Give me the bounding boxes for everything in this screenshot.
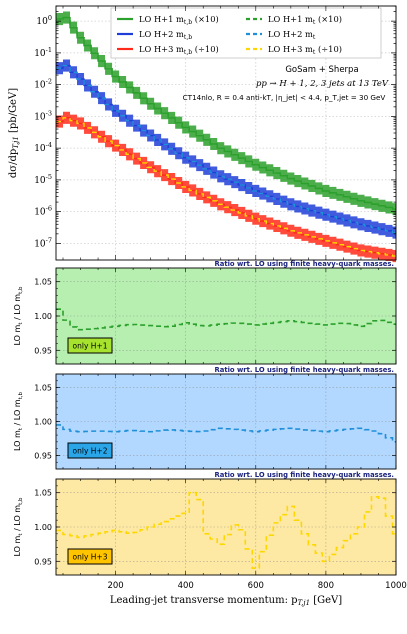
ratio-ytick-label: 1.05	[34, 278, 52, 287]
x-axis: 200 400 600 800 1000 Leading-jet transverse m…	[107, 581, 406, 607]
ratio-title: Ratio wrt. LO using finite heavy-quark m…	[215, 366, 394, 374]
ratio-badge-label: only H+2	[73, 447, 108, 456]
ratio-panel-h1: Ratio wrt. LO using finite heavy-quark m…	[13, 260, 397, 365]
main-series-dashed-line	[56, 117, 396, 257]
ratio-series-line	[56, 491, 396, 569]
ratio-ytick-label: 0.95	[34, 451, 52, 460]
ratio-ytick-label: 1.00	[34, 312, 52, 321]
ratio-title: Ratio wrt. LO using finite heavy-quark m…	[215, 471, 394, 479]
ratio-badge	[67, 548, 113, 565]
ratio-ytick-label: 1.00	[34, 418, 52, 427]
main-series-dashed-line	[56, 64, 396, 234]
legend-label: LO H+2 mt	[268, 29, 316, 41]
xtick-label: 200	[107, 581, 123, 591]
legend-label: LO H+1 mt,b (×10)	[139, 14, 219, 26]
ratio-ylabel: LO mt / LO mt,b	[13, 392, 24, 451]
ratio-series-line	[56, 308, 396, 331]
ratio-ytick-label: 1.05	[34, 489, 52, 498]
ratio-panel-h3: Ratio wrt. LO using finite heavy-quark m…	[13, 471, 397, 576]
main-ytick-label: 10-1	[34, 46, 52, 59]
x-axis-label: Leading-jet transverse momentum: pT,j1 […	[110, 595, 342, 607]
main-series-dashed-line	[56, 16, 396, 210]
ratio-badge	[67, 337, 113, 354]
legend-label: LO H+3 mt (÷10)	[268, 44, 342, 56]
annotation-process: pp → H + 1, 2, 3 jets at 13 TeV	[256, 79, 389, 89]
annotation-setup: CT14nlo, R = 0.4 anti-kT, |η_jet| < 4.4,…	[183, 93, 386, 102]
xtick-label: 800	[318, 581, 334, 591]
ratio-badge-label: only H+1	[73, 342, 108, 351]
ratio-ytick-label: 0.95	[34, 557, 52, 566]
ratio-ylabel: LO mt / LO mt,b	[13, 497, 24, 556]
main-ytick-label: 10-7	[34, 236, 52, 249]
ratio-series-line	[56, 424, 396, 443]
ratio-ytick-label: 0.95	[34, 346, 52, 355]
main-ylabel: dσ/dpT,j1 [pb/GeV]	[8, 88, 20, 178]
xtick-label: 600	[248, 581, 264, 591]
main-ytick-label: 10-4	[34, 141, 52, 154]
legend-label: LO H+3 mt,b (÷10)	[139, 44, 219, 56]
main-series-band	[56, 111, 396, 263]
main-series-band	[56, 11, 396, 216]
annotation-generator: GoSam + Sherpa	[285, 65, 358, 75]
ratio-ytick-label: 1.05	[34, 384, 52, 393]
ratio-ylabel: LO mt / LO mt,b	[13, 286, 24, 345]
main-ytick-label: 10-2	[34, 78, 52, 91]
ratio-badge	[67, 442, 113, 459]
ratio-ytick-label: 1.00	[34, 523, 52, 532]
xtick-label: 1000	[385, 581, 407, 591]
ratio-title: Ratio wrt. LO using finite heavy-quark m…	[215, 260, 394, 268]
ratio-badge-label: only H+3	[73, 553, 108, 562]
ratio-panel-h2: Ratio wrt. LO using finite heavy-quark m…	[13, 366, 397, 470]
main-ytick-label: 10-3	[34, 109, 52, 122]
main-ytick-label: 100	[36, 14, 52, 27]
legend: LO H+1 mt,b (×10) LO H+1 mt (×10) LO H+2 m…	[110, 7, 382, 59]
main-ytick-label: 10-5	[34, 173, 52, 186]
legend-label: LO H+1 mt (×10)	[268, 14, 342, 26]
main-series-band	[56, 59, 396, 239]
main-panel: 100 10-1 10-2 10-3 10-4 10-5 10-6 10-7 dσ/dpT,j1…	[8, 5, 397, 263]
xtick-label: 400	[178, 581, 194, 591]
main-ytick-label: 10-6	[34, 205, 52, 218]
legend-label: LO H+2 mt,b	[139, 29, 192, 41]
